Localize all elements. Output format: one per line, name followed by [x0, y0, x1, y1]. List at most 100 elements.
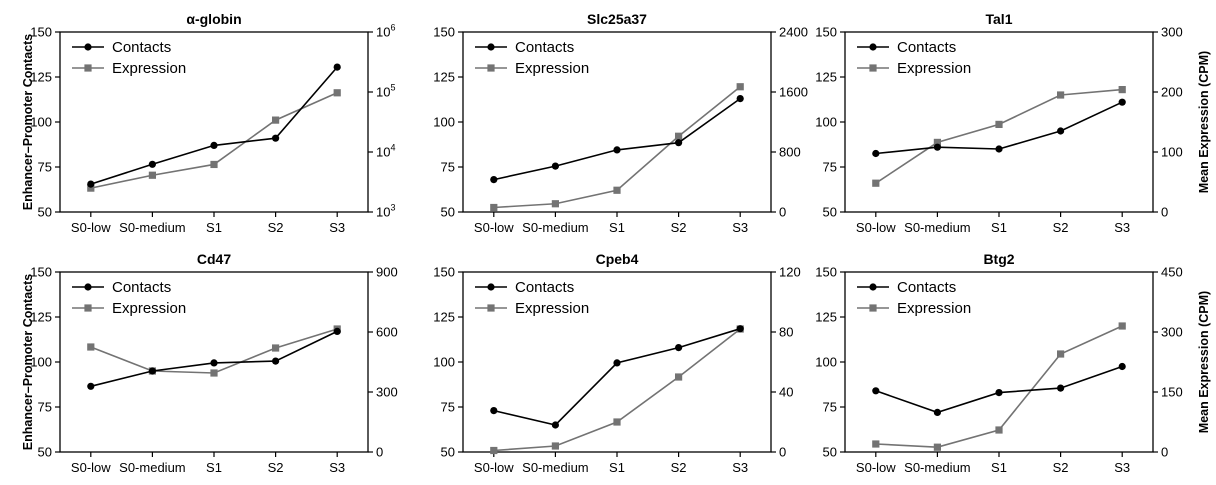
legend-contacts-label: Contacts — [112, 39, 171, 56]
tick-exponent: 4 — [390, 143, 395, 153]
x-tick-label: S1 — [609, 460, 625, 475]
x-tick-label: S2 — [671, 220, 687, 235]
expression-point — [933, 443, 941, 451]
y-left-tick-label: 50 — [38, 205, 52, 220]
expression-point — [272, 116, 280, 124]
series-line-expression — [875, 88, 1123, 184]
y-left-tick-label: 50 — [441, 445, 455, 460]
expression-point — [613, 186, 621, 194]
tick-exponent: 5 — [390, 83, 395, 93]
tick-base: 10 — [376, 205, 390, 220]
contacts-point — [551, 162, 560, 170]
y-left-tick-label: 100 — [433, 355, 455, 370]
contacts-point — [551, 421, 560, 429]
y-left-tick-label: 125 — [815, 310, 837, 325]
contacts-point — [872, 387, 880, 395]
contacts-point — [272, 357, 280, 365]
chart-title: Btg2 — [983, 251, 1014, 267]
expression-point — [87, 184, 95, 192]
contacts-point — [87, 382, 95, 390]
y-right-tick-label: 0 — [1161, 205, 1168, 220]
y-right-tick-label: 800 — [779, 145, 801, 160]
legend-expression-marker — [869, 304, 877, 312]
contacts-point — [490, 176, 498, 184]
expression-point — [933, 138, 941, 146]
legend-contacts-marker — [84, 43, 92, 51]
y-left-tick-label: 75 — [38, 160, 52, 175]
y-left-tick-label: 150 — [815, 265, 837, 280]
y-left-tick-label: 50 — [823, 205, 837, 220]
plot-frame — [462, 31, 772, 213]
y-right-tick-label: 300 — [1161, 325, 1183, 340]
expression-point — [210, 160, 218, 169]
contacts-point — [272, 134, 280, 142]
y-left-tick-label: 75 — [441, 160, 455, 175]
expression-point — [675, 132, 683, 140]
chart-title: Cpeb4 — [596, 251, 639, 267]
left-axis-label: Enhancer–Promoter Contacts — [21, 274, 35, 450]
y-left-tick-label: 150 — [30, 265, 52, 280]
y-right-tick-label: 80 — [779, 325, 793, 340]
contacts-point — [736, 95, 744, 103]
x-tick-label: S2 — [268, 460, 284, 475]
chart-panel-2: Tal1 50 75 100 125 150 0 100 200 300 S0-low S0-medi… — [815, 11, 1182, 235]
x-tick-label: S0-medium — [522, 460, 588, 475]
y-right-tick-label: 150 — [1161, 385, 1183, 400]
x-tick-label: S1 — [609, 220, 625, 235]
y-left-tick-label: 150 — [433, 265, 455, 280]
legend-contacts-label: Contacts — [112, 279, 171, 296]
expression-point — [736, 83, 744, 91]
expression-point — [872, 440, 880, 448]
legend-contacts-marker — [487, 283, 495, 291]
y-right-tick-label: 100 — [1161, 145, 1183, 160]
contacts-point — [148, 160, 156, 168]
y-left-tick-label: 75 — [38, 400, 52, 415]
tick-exponent: 3 — [390, 203, 395, 213]
y-left-tick-label: 150 — [815, 25, 837, 40]
y-right-tick-label: 106 — [376, 23, 395, 40]
expression-point — [210, 369, 218, 377]
x-tick-label: S0-low — [856, 220, 896, 235]
expression-point — [551, 442, 559, 450]
y-left-tick-label: 50 — [38, 445, 52, 460]
y-right-tick-label: 600 — [376, 325, 398, 340]
y-right-tick-label: 2400 — [779, 25, 808, 40]
expression-point — [87, 343, 95, 351]
y-left-tick-label: 75 — [823, 400, 837, 415]
expression-point — [333, 89, 341, 97]
legend-expression-label: Expression — [515, 60, 589, 77]
chart-title: Slc25a37 — [587, 11, 647, 27]
legend-contacts-label: Contacts — [897, 279, 956, 296]
x-tick-label: S3 — [732, 460, 748, 475]
expression-point — [995, 120, 1003, 128]
legend-expression-label: Expression — [112, 60, 186, 77]
contacts-point — [333, 327, 341, 335]
y-left-tick-label: 100 — [30, 115, 52, 130]
x-tick-label: S0-low — [856, 460, 896, 475]
tick-exponent: 6 — [390, 23, 395, 33]
y-right-tick-label: 300 — [1161, 25, 1183, 40]
contacts-point — [995, 389, 1003, 397]
legend-expression-marker — [487, 304, 495, 312]
contacts-point — [933, 408, 942, 416]
y-left-tick-label: 100 — [433, 115, 455, 130]
contacts-point — [87, 180, 95, 188]
legend-contacts-label: Contacts — [515, 39, 574, 56]
y-left-tick-label: 75 — [441, 400, 455, 415]
legend-contacts-label: Contacts — [515, 279, 574, 296]
chart-panel-1: Slc25a37 50 75 100 125 150 0 800 1600 2400 S0-low S… — [433, 11, 808, 235]
legend-expression-marker — [84, 304, 92, 312]
contacts-point — [675, 344, 683, 352]
contacts-point — [490, 407, 498, 415]
series-line-expression — [493, 328, 741, 452]
y-right-tick-label: 0 — [1161, 445, 1168, 460]
expression-point — [148, 171, 156, 179]
y-left-tick-label: 150 — [433, 25, 455, 40]
x-tick-label: S0-medium — [119, 460, 185, 475]
y-right-tick-label: 104 — [376, 143, 395, 160]
y-left-tick-label: 125 — [433, 70, 455, 85]
expression-point — [490, 203, 498, 212]
expression-point — [1057, 91, 1065, 99]
contacts-point — [333, 63, 341, 71]
